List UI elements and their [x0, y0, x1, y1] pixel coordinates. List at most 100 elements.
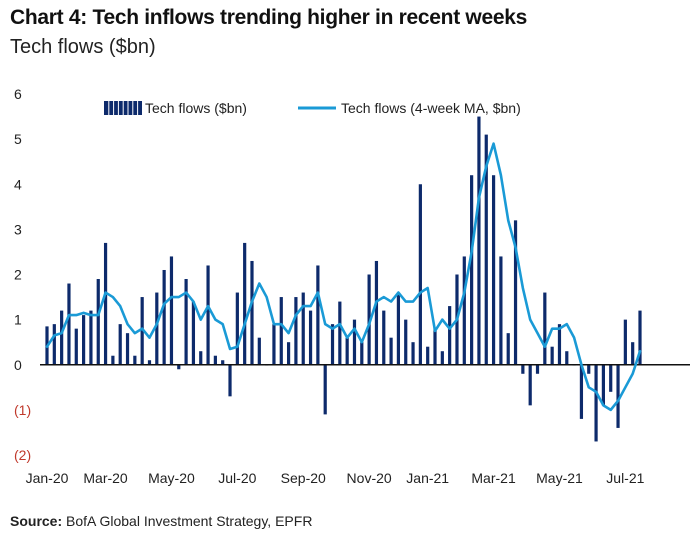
y-axis-ticks: 6 5 4 3 2 1 0 (1) (2)	[14, 86, 31, 463]
y-tick-label: 2	[14, 267, 22, 283]
y-tick-label: 4	[14, 176, 22, 192]
bar	[550, 346, 554, 365]
bar	[382, 310, 386, 365]
bar	[213, 355, 217, 365]
bar	[199, 351, 203, 365]
source-label: Source:	[10, 513, 63, 529]
bar	[89, 310, 93, 365]
bar	[235, 292, 239, 365]
bar	[257, 337, 261, 365]
bar	[272, 324, 276, 365]
bar	[67, 283, 71, 365]
bar	[352, 319, 357, 365]
y-tick-label: (1)	[14, 402, 31, 418]
bar	[125, 333, 130, 365]
bar	[557, 324, 562, 365]
bar	[609, 364, 613, 392]
bar	[177, 364, 181, 370]
bar	[470, 175, 474, 365]
bar	[499, 256, 503, 365]
bar	[96, 279, 100, 365]
bar	[228, 364, 232, 397]
x-tick-label: Nov-20	[347, 470, 392, 486]
legend-line-label: Tech flows (4-week MA, $bn)	[341, 100, 521, 116]
bar	[616, 364, 620, 428]
source-text: BofA Global Investment Strategy, EPFR	[66, 513, 313, 529]
bar	[587, 364, 591, 374]
x-tick-label: Jul-21	[606, 470, 644, 486]
x-tick-label: May-21	[536, 470, 583, 486]
x-tick-label: Sep-20	[281, 470, 326, 486]
bar	[440, 351, 444, 365]
bar	[601, 364, 605, 406]
bar	[103, 242, 108, 365]
legend: Tech flows ($bn) Tech flows (4-week MA, $…	[104, 100, 521, 116]
bar	[191, 301, 196, 365]
x-tick-label: Mar-21	[471, 470, 516, 486]
bar	[169, 256, 174, 365]
bar	[528, 364, 532, 406]
bar	[360, 342, 364, 365]
x-axis-ticks: Jan-20 Mar-20 May-20 Jul-20 Sep-20 Nov-20 Jan-…	[26, 470, 645, 486]
x-tick-label: Jan-21	[406, 470, 449, 486]
bar	[594, 364, 598, 442]
x-tick-label: Jul-20	[218, 470, 256, 486]
bar	[418, 184, 422, 365]
y-tick-label: 1	[14, 312, 22, 328]
bar	[433, 328, 437, 365]
bar	[404, 319, 408, 365]
source-note: Source: BofA Global Investment Strategy,…	[10, 513, 312, 529]
bar	[243, 242, 247, 365]
bar	[74, 328, 78, 365]
bar	[330, 324, 335, 365]
bar	[316, 265, 320, 365]
bar-series	[45, 116, 642, 442]
bar	[426, 346, 430, 365]
bar	[623, 319, 627, 365]
bar	[250, 260, 254, 365]
bar	[411, 342, 415, 365]
bar	[301, 292, 305, 365]
bar	[111, 355, 115, 365]
bar	[535, 364, 540, 374]
bar	[286, 342, 291, 365]
y-tick-label: 3	[14, 221, 22, 237]
bar	[60, 310, 64, 365]
bar	[147, 360, 152, 365]
bar	[579, 364, 584, 419]
y-tick-label: 0	[14, 357, 22, 373]
bar	[82, 315, 86, 365]
bar	[477, 116, 481, 365]
bar	[506, 333, 510, 365]
bar	[345, 337, 349, 365]
line-series	[45, 142, 642, 412]
bar	[374, 260, 379, 365]
y-tick-label: (2)	[14, 447, 31, 463]
bar	[323, 364, 327, 415]
bar	[140, 297, 144, 365]
bar	[118, 324, 122, 365]
x-tick-label: Mar-20	[83, 470, 128, 486]
bar	[308, 310, 313, 365]
y-tick-label: 6	[14, 86, 22, 102]
x-tick-label: Jan-20	[26, 470, 69, 486]
bar	[565, 351, 569, 365]
bar	[389, 337, 393, 365]
bar	[206, 265, 210, 365]
legend-bar-label: Tech flows ($bn)	[145, 100, 247, 116]
x-tick-label: May-20	[148, 470, 195, 486]
bar	[543, 292, 547, 365]
bar	[448, 306, 452, 365]
bar	[155, 292, 159, 365]
bar	[638, 310, 642, 365]
bar	[279, 297, 283, 365]
bar	[513, 220, 518, 365]
bar	[396, 292, 401, 365]
bar	[484, 134, 488, 365]
bar	[367, 274, 371, 365]
chart-title: Chart 4: Tech inflows trending higher in…	[10, 6, 527, 29]
bar	[631, 342, 635, 365]
ma-line	[45, 142, 642, 412]
bar	[338, 301, 342, 365]
bar	[133, 355, 137, 365]
